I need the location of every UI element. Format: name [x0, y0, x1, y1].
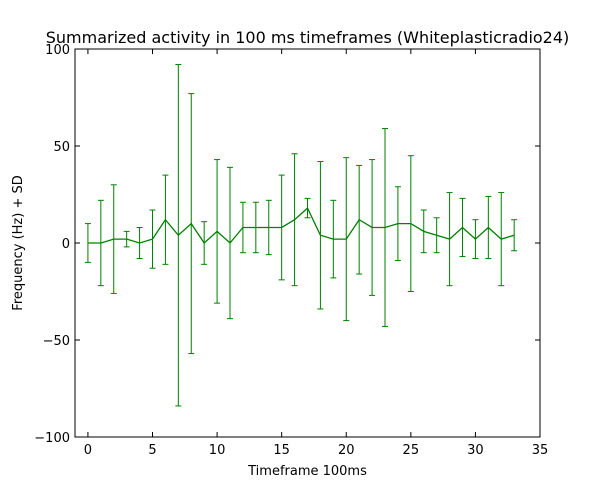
y-tick-label: 50 — [53, 140, 70, 155]
y-tick-label: −50 — [43, 334, 70, 349]
x-tick-label: 25 — [403, 443, 420, 458]
chart-title: Summarized activity in 100 ms timeframes… — [46, 28, 570, 47]
x-tick-label: 5 — [148, 443, 156, 458]
y-tick-label: 0 — [62, 237, 70, 252]
x-axis-label: Timeframe 100ms — [247, 464, 367, 479]
x-tick-label: 0 — [84, 443, 92, 458]
x-tick-label: 35 — [532, 443, 549, 458]
y-axis-label: Frequency (Hz) + SD — [11, 175, 26, 310]
axis-ticks: 0 5 10 15 20 25 30 35 −100 −50 0 50 100 — [34, 43, 548, 458]
x-tick-label: 10 — [209, 443, 226, 458]
plot-content — [84, 64, 518, 407]
error-bar — [511, 219, 518, 252]
x-tick-label: 30 — [467, 443, 484, 458]
y-tick-label: −100 — [34, 431, 70, 446]
x-tick-label: 15 — [273, 443, 290, 458]
x-tick-label: 20 — [338, 443, 355, 458]
y-tick-label: 100 — [45, 43, 70, 58]
series-line — [87, 207, 515, 244]
